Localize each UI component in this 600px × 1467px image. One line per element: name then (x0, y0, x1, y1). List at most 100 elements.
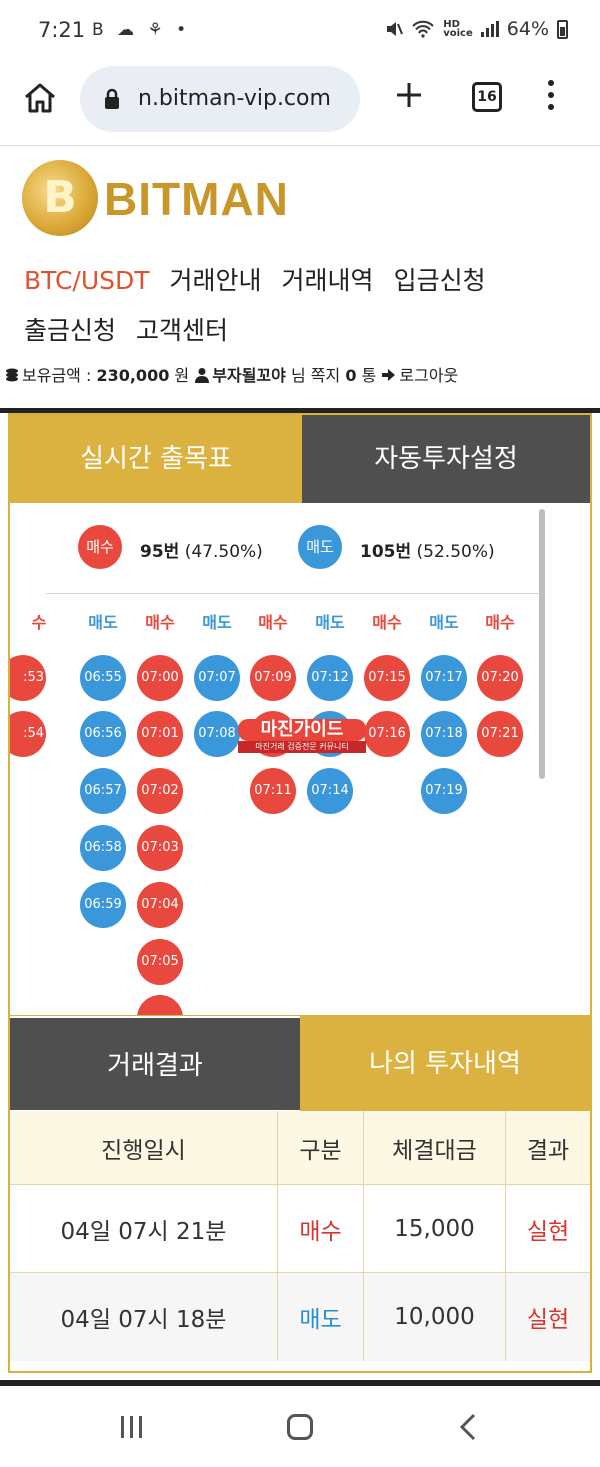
column-header: 매수 (372, 613, 402, 632)
nav-withdraw[interactable]: 출금신청 (24, 316, 117, 345)
battery-percent: 64% (506, 18, 549, 40)
header-result: 결과 (526, 1137, 570, 1164)
buy-result-bubble (137, 995, 183, 1015)
row-result: 실현 (526, 1218, 570, 1245)
buy-result-bubble: 07:21 (477, 711, 523, 757)
buy-result-bubble: 07:02 (137, 768, 183, 814)
home-button-icon[interactable] (287, 1414, 313, 1440)
sell-result-bubble: 07:18 (421, 711, 467, 757)
row-amount: 15,000 (364, 1185, 506, 1272)
column-header: 매수 (258, 613, 288, 632)
sell-result-bubble: 06:56 (80, 711, 126, 757)
vertical-scrollbar[interactable] (539, 509, 545, 779)
panel-tabs: 실시간 출목표 자동투자설정 (10, 415, 590, 503)
result-summary: 매수 95번 (47.50%) 매도 105번 (52.50%) (10, 525, 590, 575)
nav-trade-history[interactable]: 거래내역 (281, 266, 374, 295)
column-header: 매도 (88, 613, 118, 632)
nickname-suffix: 님 (290, 366, 306, 385)
table-row: 04일 07시 21분 매수 15,000 실현 (10, 1185, 590, 1273)
buy-badge: 매수 (78, 525, 122, 569)
sell-result-bubble: 07:17 (421, 655, 467, 701)
sell-result-bubble: 06:57 (80, 768, 126, 814)
balance-label: 보유금액 : (22, 366, 92, 385)
nav-btc-usdt[interactable]: BTC/USDT (24, 266, 150, 295)
main-nav: BTC/USDT 거래안내 거래내역 입금신청 출금신청 고객센터 (24, 262, 584, 362)
tab-trade-results[interactable]: 거래결과 (10, 1018, 300, 1110)
messages-label[interactable]: 쪽지 (310, 366, 341, 385)
nav-deposit[interactable]: 입금신청 (393, 266, 486, 295)
tab-auto-invest[interactable]: 자동투자설정 (302, 415, 590, 503)
nav-trade-guide[interactable]: 거래안내 (169, 266, 262, 295)
home-icon[interactable] (22, 80, 58, 116)
user-icon (195, 368, 210, 383)
tab-my-investments[interactable]: 나의 투자내역 (300, 1016, 590, 1112)
new-tab-icon[interactable] (394, 80, 424, 110)
buy-result-bubble: 07:16 (364, 711, 410, 757)
sell-result-bubble: 07:14 (307, 768, 353, 814)
realtime-chart: 매수 95번 (47.50%) 매도 105번 (52.50%) 수 :53 :54… (10, 503, 590, 1015)
header-amount: 체결대금 (364, 1111, 506, 1184)
nickname: 부자될꼬야 (212, 366, 286, 385)
row-type: 매도 (278, 1273, 364, 1361)
buy-result-bubble: 07:00 (137, 655, 183, 701)
mute-icon (387, 22, 404, 36)
buy-result-bubble: 07:20 (477, 655, 523, 701)
row-amount: 10,000 (364, 1273, 506, 1361)
column-header: 매도 (429, 613, 459, 632)
divider (0, 408, 600, 413)
sell-result-bubble: 07:12 (307, 655, 353, 701)
buy-result-bubble: 07:05 (137, 939, 183, 985)
tab-switcher-button[interactable]: 16 (472, 82, 502, 112)
url-text: n.bitman-vip.com (138, 86, 331, 111)
messages-count[interactable]: 0 (345, 366, 357, 385)
watermark-logo: 마진가이드 마진거래 검증전문 커뮤니티 (238, 719, 366, 759)
balance-value: 230,000 (96, 366, 170, 385)
sell-result-bubble: 06:55 (80, 655, 126, 701)
row-date: 04일 07시 21분 (10, 1185, 278, 1272)
logout-icon[interactable] (381, 367, 397, 383)
header-date: 진행일시 (10, 1111, 278, 1184)
column-header: 매수 (145, 613, 175, 632)
browser-toolbar: n.bitman-vip.com 16 (0, 62, 600, 146)
bitcoin-coin-icon: B (22, 160, 98, 236)
nav-support[interactable]: 고객센터 (136, 316, 229, 345)
system-icons: HD voice 64% (385, 18, 568, 40)
buy-result-bubble: :53 (10, 655, 46, 701)
signal-icon (480, 21, 499, 37)
recent-apps-icon[interactable] (121, 1416, 145, 1438)
lock-icon (105, 88, 119, 109)
notification-icons: B ☁ ⚘ • (92, 20, 191, 40)
status-bar: 7:21 B ☁ ⚘ • HD voice 64% (0, 0, 600, 62)
table-header: 진행일시 구분 체결대금 결과 (10, 1111, 590, 1185)
row-type: 매수 (278, 1185, 364, 1272)
sell-result-bubble: 06:59 (80, 882, 126, 928)
column-header: 수 (31, 613, 47, 632)
trade-panel: 실시간 출목표 자동투자설정 매수 95번 (47.50%) 매도 105번 (… (8, 413, 592, 1373)
column-header: 매수 (485, 613, 515, 632)
messages-unit: 통 (361, 366, 377, 385)
row-date: 04일 07시 18분 (10, 1273, 278, 1361)
site-logo[interactable]: B BITMAN (22, 160, 288, 236)
coins-icon (6, 368, 18, 382)
back-icon[interactable] (458, 1412, 478, 1442)
sell-summary: 105번 (52.50%) (360, 542, 495, 562)
sell-result-bubble: 07:08 (194, 711, 240, 757)
buy-result-bubble: 07:11 (250, 768, 296, 814)
address-bar[interactable]: n.bitman-vip.com (80, 66, 360, 132)
divider (0, 1380, 600, 1386)
buy-result-bubble: :54 (10, 711, 46, 757)
buy-result-bubble: 07:15 (364, 655, 410, 701)
wifi-icon (412, 20, 434, 38)
more-menu-icon[interactable] (548, 80, 558, 112)
column-header: 매도 (202, 613, 232, 632)
hd-voice-icon: HD voice (443, 19, 473, 39)
column-header: 매도 (315, 613, 345, 632)
buy-summary: 95번 (47.50%) (140, 542, 263, 562)
tab-realtime-chart[interactable]: 실시간 출목표 (10, 415, 302, 503)
row-result: 실현 (526, 1307, 570, 1333)
logout-link[interactable]: 로그아웃 (399, 366, 459, 385)
buy-result-bubble: 07:01 (137, 711, 183, 757)
result-tabs: 거래결과 나의 투자내역 (10, 1015, 590, 1112)
balance-unit: 원 (174, 366, 190, 385)
chart-divider (46, 593, 540, 594)
